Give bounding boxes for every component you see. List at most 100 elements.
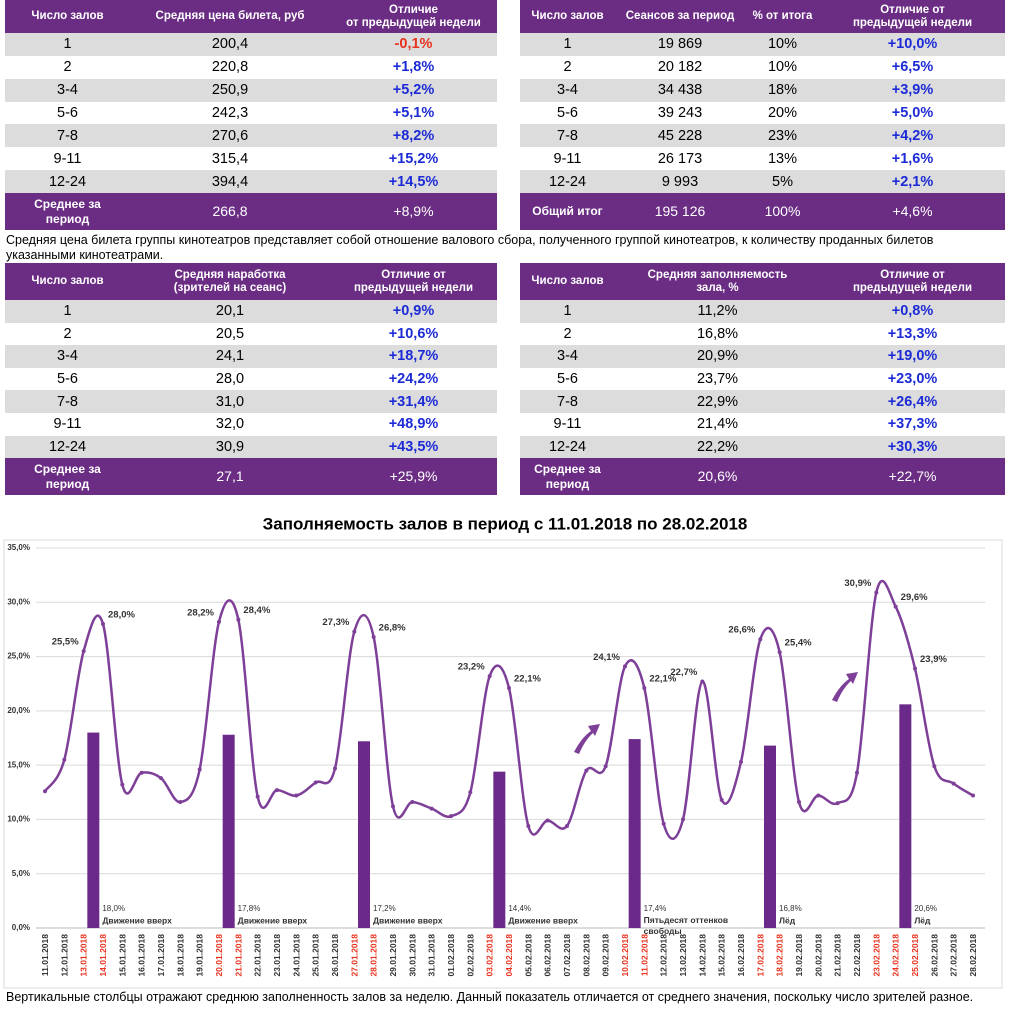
y-tick-label: 15,0%	[7, 760, 30, 769]
table-row-cell: 9-11	[53, 150, 82, 167]
table-footer-cell: +8,9%	[330, 193, 497, 231]
table-header-cell: Средняя заполняемость зала, %	[615, 263, 820, 300]
table-row-cell: 1	[520, 300, 615, 323]
line-point	[681, 817, 685, 822]
line-point	[217, 619, 221, 624]
table-row-cell: 22,2%	[615, 435, 820, 459]
table-header: Число залов Сеансов за период% от итога От…	[520, 0, 1005, 33]
table-footer-cell: Общий итог	[520, 193, 615, 231]
x-tick-label: 03.02.2018	[485, 934, 495, 977]
x-tick-label: 25.01.2018	[311, 934, 321, 977]
bar-label: 17,8%	[238, 904, 261, 913]
x-tick-label: 23.02.2018	[871, 934, 881, 977]
table-row: 3-4 250,9 +5,2%	[5, 78, 497, 102]
line-point	[236, 617, 241, 622]
table-row-cell: +3,9%	[820, 78, 1005, 102]
line-point	[507, 686, 511, 691]
table-row-cell: 270,6	[130, 124, 330, 148]
table-footer-cell: 100%	[745, 193, 820, 231]
x-tick-label: 14.01.2018	[98, 934, 108, 977]
table-footer-cell: +25,9%	[330, 458, 497, 496]
x-tick-label: 18.02.2018	[775, 934, 785, 977]
table-row: 2 20,5 +10,6%	[5, 323, 497, 346]
table-row-cell: +15,2%	[388, 150, 439, 167]
bar	[222, 734, 235, 928]
table-row-cell: 12-24	[520, 170, 615, 194]
table-row-cell: 16,8%	[696, 325, 739, 342]
x-tick-label: 13.02.2018	[678, 934, 688, 977]
table-row: 7-8 31,0 +31,4%	[5, 390, 497, 413]
line-point	[913, 666, 917, 671]
point-label: 23,2%	[458, 662, 485, 673]
x-tick-label: 31.01.2018	[427, 934, 437, 977]
bar	[764, 745, 776, 928]
line	[43, 579, 974, 840]
table-row-cell: 5-6	[557, 371, 578, 388]
table-row-cell: 9 993	[615, 170, 745, 194]
table-row: 7-8 270,6 +8,2%	[5, 124, 497, 148]
table-row-cell: 12-24	[5, 435, 130, 459]
table-row-cell: 1	[5, 33, 130, 56]
line-point	[526, 823, 531, 828]
x-tick-label: 21.01.2018	[233, 934, 243, 977]
table-row-cell: 21,4%	[696, 416, 739, 433]
table-row-cell: +1,6%	[891, 150, 934, 167]
table-row-cell: 3-4	[5, 78, 130, 102]
table-header-cell: Средняя цена билета, руб	[130, 0, 330, 33]
table-row-cell: +5,1%	[392, 105, 435, 121]
table-row-cell: 1	[5, 300, 130, 323]
x-tick-label: 25.02.2018	[910, 934, 920, 977]
table-row: 1 20,1 +0,9%	[5, 300, 497, 323]
x-tick-label: 26.02.2018	[929, 934, 939, 977]
table-row-cell: 3-4	[520, 78, 615, 102]
table-header-cell: % от итога	[745, 0, 820, 33]
table-row-cell: 315,4	[211, 150, 249, 167]
x-tick-label: 29.01.2018	[388, 934, 398, 977]
line-point	[352, 629, 357, 634]
bar-label: 18,0%	[102, 904, 125, 913]
table-row-cell: +43,5%	[330, 435, 497, 459]
table-row-cell: 22,9%	[615, 390, 820, 413]
line-point	[758, 637, 763, 642]
x-tick-label: 11.02.2018	[639, 934, 649, 976]
table-row-cell: 242,3	[211, 105, 249, 121]
table-footer-cell: Среднее за период	[5, 458, 130, 496]
table-row-cell: 31,0	[130, 390, 330, 413]
table-row-cell: +0,8%	[820, 300, 1005, 323]
line-point	[101, 622, 105, 626]
table-row: 3-4 20,9% +19,0%	[520, 345, 1005, 368]
table-row-cell: 200,4	[130, 33, 330, 56]
table-row: 9-11 21,4% +37,3%	[520, 413, 1005, 436]
line-point	[81, 649, 86, 654]
data-table: Число залов Средняя наработка (зрителей н…	[5, 263, 497, 496]
line-point	[777, 650, 782, 655]
point-label: 26,8%	[379, 623, 406, 634]
note: Средняя цена билета группы кинотеатров п…	[6, 233, 934, 262]
bar	[628, 739, 641, 928]
table-row-cell: 5-6	[557, 105, 578, 121]
bar	[87, 732, 100, 928]
data-table: Число залов Средняя цена билета, руб Отлич…	[5, 0, 497, 231]
table-row: 2 220,8 +1,8%	[5, 56, 497, 79]
table-header-cell: Отличие от предыдущей недели	[820, 263, 1005, 300]
table-row-cell: 45 228	[615, 124, 745, 148]
line-point	[719, 797, 724, 802]
x-tick-label: 28.01.2018	[369, 934, 379, 977]
table-row-cell: +14,5%	[330, 170, 497, 194]
line-point	[565, 823, 569, 828]
table-header-cell: Число залов	[5, 0, 130, 33]
table-row: 12-24 9 993 5% +2,1%	[520, 170, 1005, 194]
point-label: 24,1%	[593, 652, 620, 663]
trend-arrow	[574, 724, 600, 754]
table-header-cell: Число залов	[520, 0, 615, 33]
table-row-cell: 11,2%	[615, 300, 820, 323]
table-row-cell: 9-11	[553, 150, 582, 167]
table-row-cell: 12-24	[5, 170, 130, 194]
table-row-cell: 19 869	[615, 33, 745, 56]
x-tick-label: 27.02.2018	[949, 934, 959, 977]
y-tick-label: 25,0%	[7, 652, 30, 661]
table-row-cell: +37,3%	[887, 416, 938, 433]
table-row: 2 16,8% +13,3%	[520, 323, 1005, 346]
table-row-cell: +1,8%	[392, 59, 435, 76]
bar-note: Лёд	[779, 915, 796, 925]
